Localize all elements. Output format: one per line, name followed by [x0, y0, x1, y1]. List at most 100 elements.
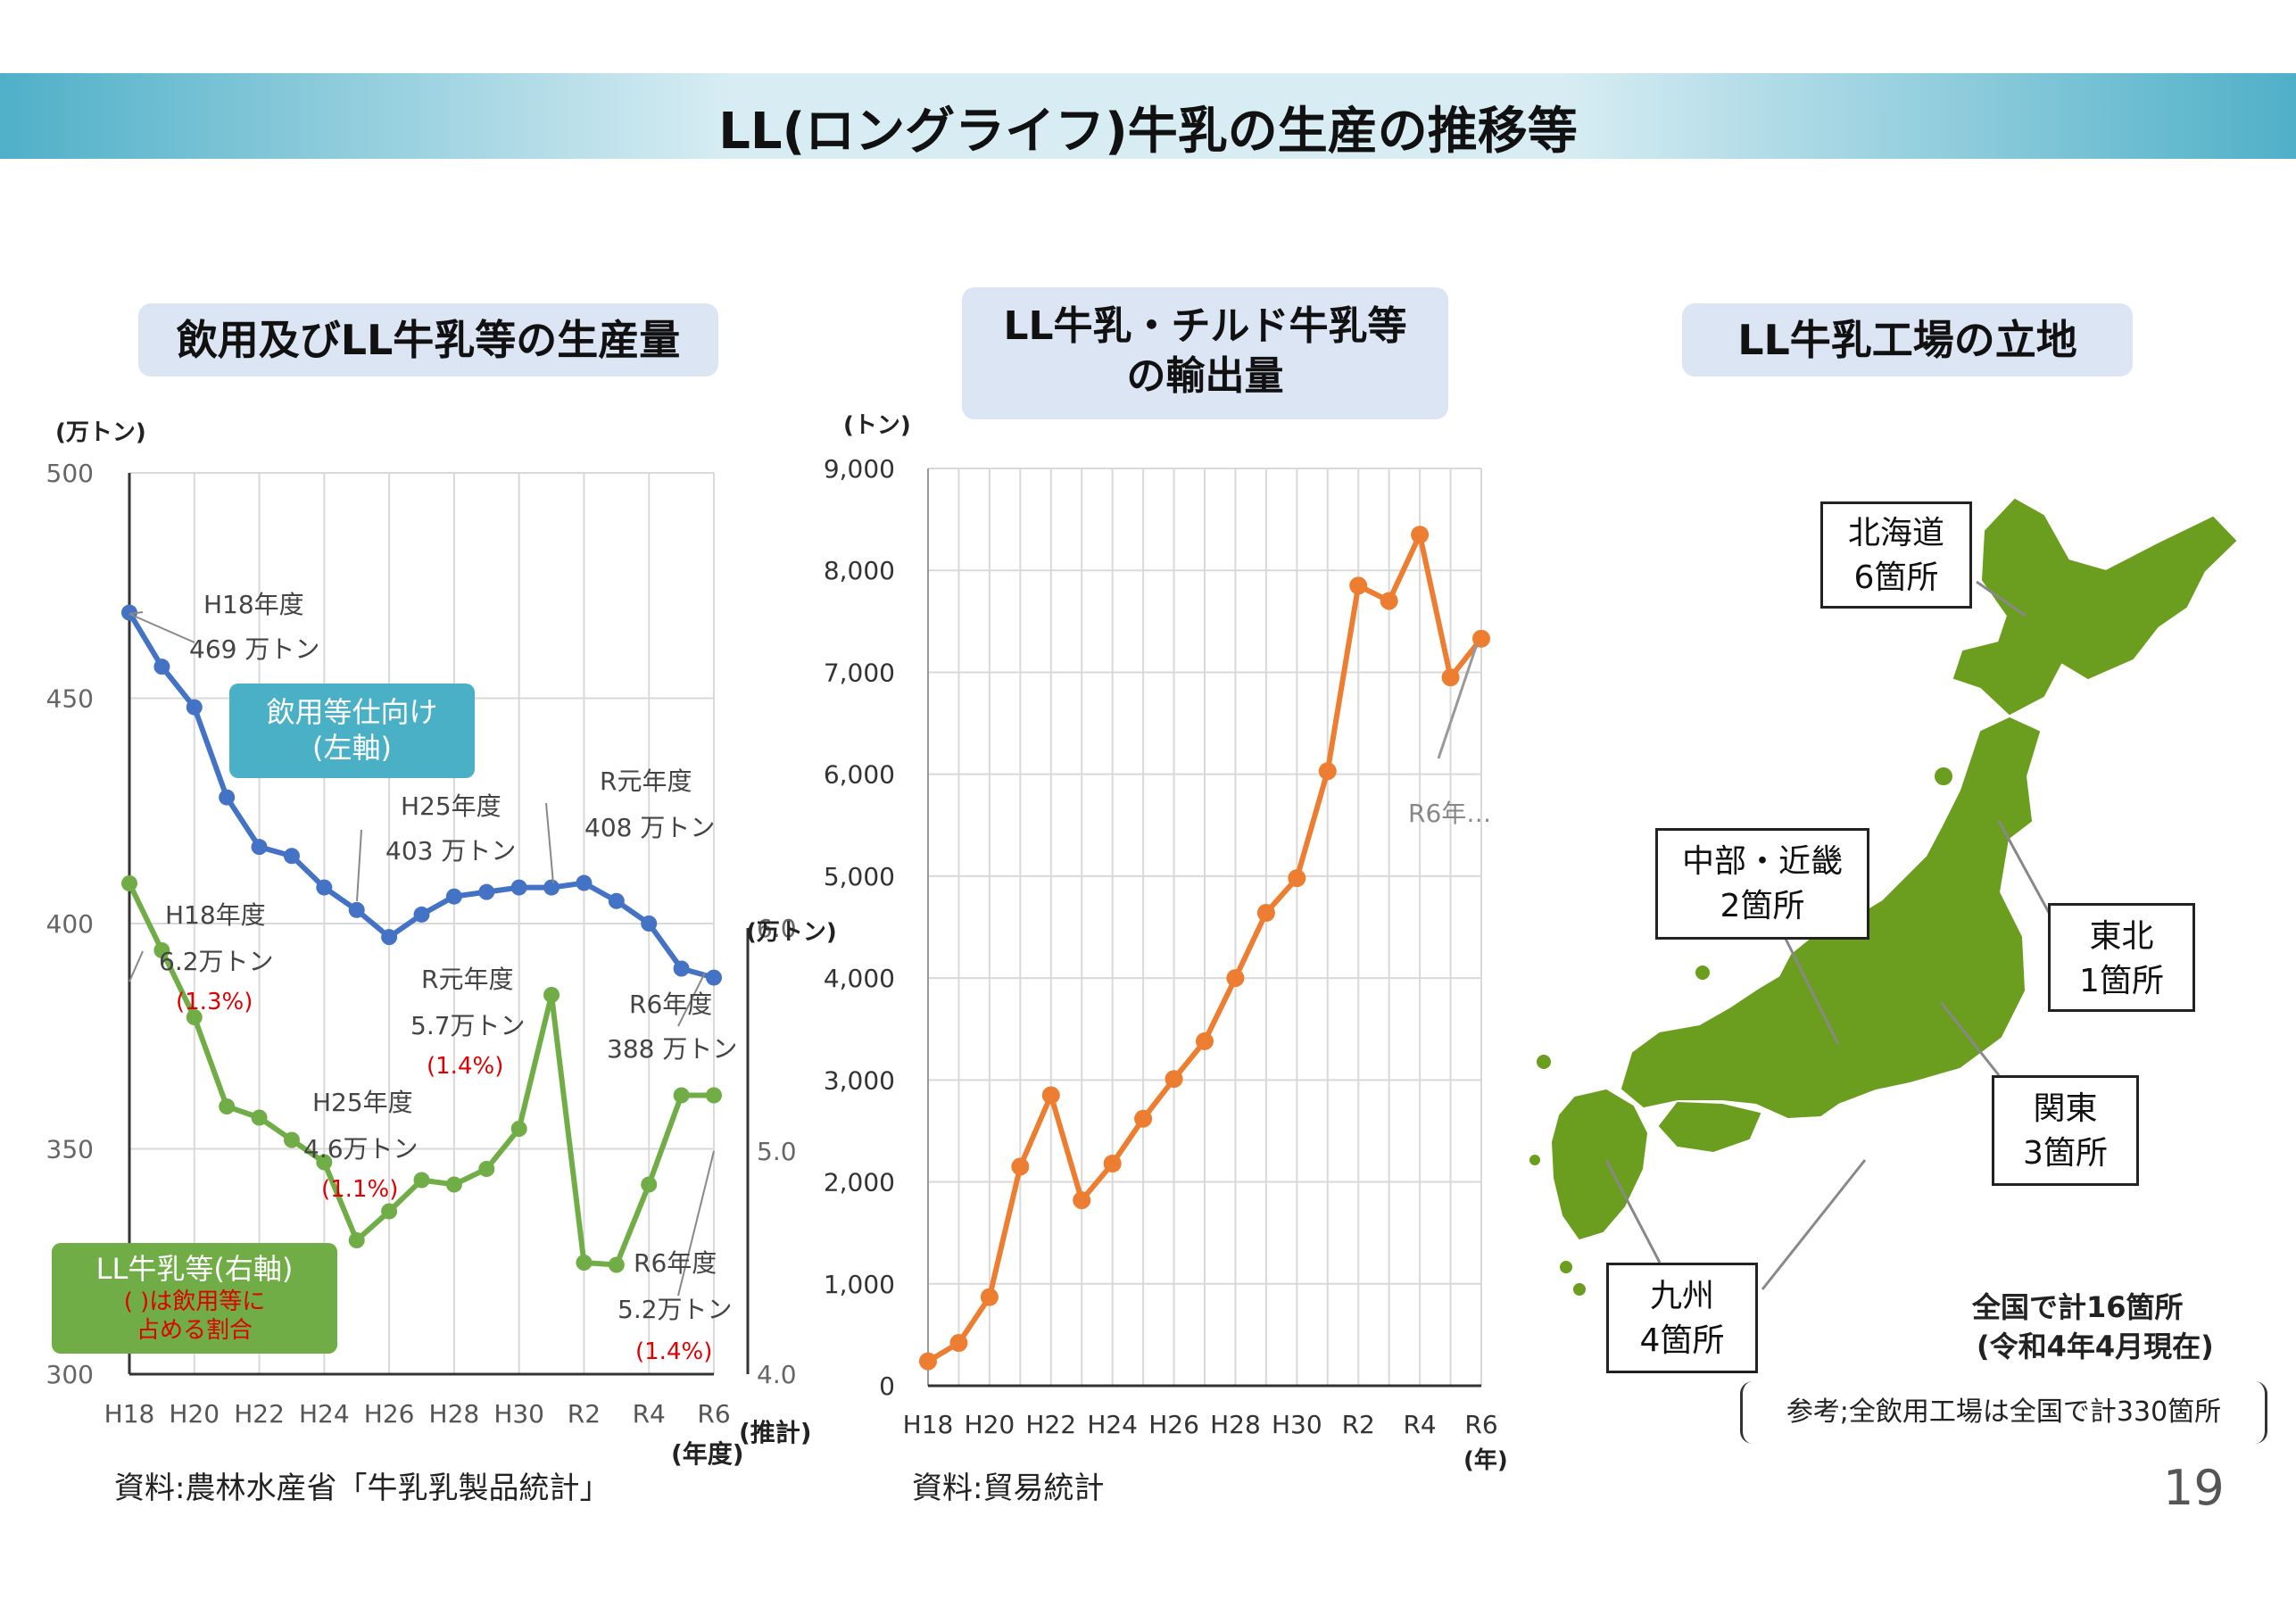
right-heading-text: LL牛乳工場の立地	[1737, 316, 2077, 364]
left-point-green	[413, 1172, 430, 1189]
legend-green-line2: ( )は飲用等に	[123, 1288, 266, 1315]
leader-kanto	[1939, 1001, 2001, 1076]
left-x-tick-label: H30	[493, 1399, 544, 1429]
left-point-green	[381, 1203, 398, 1220]
mid-point	[1380, 592, 1398, 610]
map-tsushima	[1537, 1055, 1551, 1069]
left-point-green	[251, 1109, 268, 1126]
region-kanto-count: 3箇所	[2023, 1135, 2108, 1172]
region-hokkaido-name: 北海道	[1847, 515, 1944, 551]
left-point-blue	[673, 960, 690, 977]
mid-x-tick-label: H22	[1025, 1410, 1076, 1439]
left-x-tick-label: H26	[364, 1399, 415, 1429]
ann-green-r6-value: 5.2万トン	[618, 1295, 733, 1324]
legend-blue-line1: 飲用等仕向け	[266, 695, 438, 729]
left-leader-line	[128, 950, 144, 982]
left-x-tick-label: H22	[234, 1399, 285, 1429]
mid-point	[1073, 1191, 1091, 1210]
left-point-green	[186, 1009, 203, 1025]
mid-annotation-r6: R6年…	[1408, 799, 1492, 828]
left-point-green	[153, 942, 170, 958]
mid-point	[1441, 668, 1460, 687]
right-heading: LL牛乳工場の立地	[1682, 303, 2133, 377]
left-point-blue	[283, 848, 300, 865]
region-kanto: 関東 3箇所	[1992, 1075, 2139, 1186]
ann-green-r6-label: R6年度	[634, 1248, 717, 1278]
ann-blue-h18-label: H18年度	[203, 590, 304, 619]
map-kyushu	[1551, 1089, 1648, 1240]
left-point-green	[576, 1255, 593, 1271]
mid-y-tick-label: 4,000	[824, 964, 895, 993]
left-point-blue	[251, 839, 268, 856]
left-point-green	[348, 1232, 365, 1248]
mid-unit: (トン)	[843, 412, 911, 439]
legend-blue: 飲用等仕向け (左軸)	[229, 684, 475, 778]
legend-green-line1: LL牛乳等(右軸)	[95, 1252, 294, 1286]
left-right-tick-label: 5.0	[757, 1137, 797, 1166]
left-point-blue	[413, 906, 430, 923]
left-y-tick-label: 350	[46, 1135, 94, 1164]
mid-point	[1134, 1109, 1153, 1128]
left-point-green	[608, 1256, 625, 1273]
left-y-tick-label: 450	[46, 684, 94, 714]
mid-source: 資料:貿易統計	[912, 1471, 1105, 1506]
title-banner	[0, 73, 2296, 159]
map-hokkaido	[1952, 498, 2237, 716]
left-unit-right: (万トン)	[746, 919, 837, 946]
left-point-blue	[478, 883, 495, 900]
ann-green-r1-value: 5.7万トン	[410, 1011, 526, 1040]
left-heading: 飲用及びLL牛乳等の生産量	[138, 303, 718, 377]
ann-blue-r6-value: 388 万トン	[607, 1034, 738, 1064]
left-leader-line	[356, 829, 362, 902]
left-point-green	[706, 1087, 722, 1104]
ann-green-h25-label: H25年度	[312, 1088, 413, 1117]
middle-heading: LL牛乳・チルド牛乳等 の輸出量	[962, 287, 1448, 419]
map-oki	[1695, 965, 1710, 980]
leader-kyushu	[1604, 1159, 1662, 1264]
region-tohoku: 東北 1箇所	[2048, 903, 2195, 1012]
left-point-blue	[641, 916, 658, 932]
ann-green-h25-value: 4.6万トン	[303, 1134, 419, 1164]
mid-leader-line	[1437, 643, 1479, 759]
mid-x-tick-label: R6	[1464, 1410, 1497, 1439]
ann-blue-h25-label: H25年度	[401, 791, 501, 821]
mid-point	[1226, 969, 1245, 988]
ann-blue-r6-label: R6年度	[629, 990, 713, 1019]
legend-blue-line2: (左軸)	[312, 731, 392, 765]
region-hokkaido-count: 6箇所	[1853, 559, 1939, 596]
mid-y-tick-label: 7,000	[824, 658, 895, 687]
region-hokkaido: 北海道 6箇所	[1820, 501, 1972, 609]
left-leader-line	[677, 1150, 715, 1297]
left-point-blue	[543, 879, 560, 896]
map-island-2	[1573, 1283, 1586, 1296]
mid-x-tick-label: H20	[965, 1410, 1015, 1439]
region-kyushu: 九州 4箇所	[1606, 1263, 1758, 1373]
mid-y-tick-label: 5,000	[824, 862, 895, 891]
ann-green-r6-ratio: (1.4%)	[635, 1338, 713, 1365]
left-heading-text: 飲用及びLL牛乳等の生産量	[176, 316, 681, 364]
leader-hokkaido	[1976, 580, 2027, 617]
ann-blue-r1-value: 408 万トン	[584, 813, 716, 842]
mid-point	[919, 1352, 937, 1371]
leader-okinawa	[1761, 1159, 1867, 1290]
mid-y-tick-label: 0	[879, 1371, 895, 1401]
ann-green-r1-ratio: (1.4%)	[427, 1053, 504, 1080]
left-leader-line	[128, 611, 144, 615]
left-source: 資料:農林水産省「牛乳乳製品統計」	[114, 1471, 610, 1506]
mid-point	[1411, 526, 1430, 544]
region-tohoku-count: 1箇所	[2079, 963, 2164, 999]
ann-blue-h18-value: 469 万トン	[189, 634, 320, 664]
ann-green-h18-value: 6.2万トン	[159, 947, 274, 976]
region-kanto-name: 関東	[2033, 1090, 2098, 1127]
total-date: (令和4年4月現在)	[1977, 1330, 2214, 1363]
left-x-note-unit: (年度)	[671, 1439, 744, 1469]
left-point-green	[478, 1161, 495, 1177]
left-point-blue	[445, 888, 462, 905]
left-x-tick-label: H20	[169, 1399, 220, 1429]
mid-x-unit: (年)	[1463, 1447, 1508, 1474]
mid-point	[1196, 1032, 1214, 1050]
mid-y-tick-label: 9,000	[824, 454, 895, 484]
mid-point	[1472, 629, 1490, 648]
